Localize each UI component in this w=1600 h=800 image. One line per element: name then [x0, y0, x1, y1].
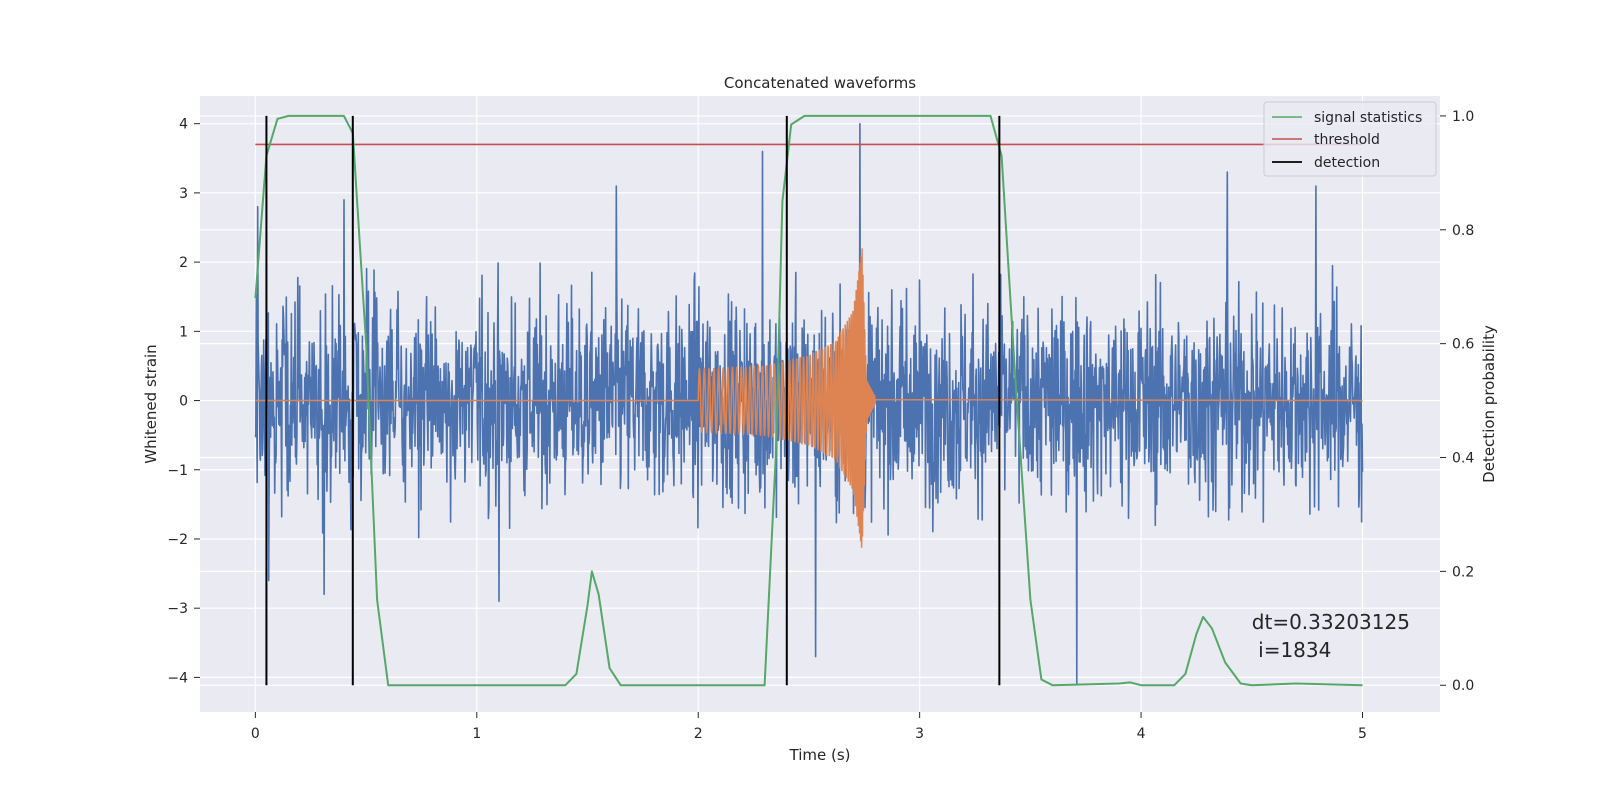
- y-tick-label: 1: [179, 324, 188, 340]
- y-tick-label: 3: [179, 186, 188, 202]
- y2-tick-label: 0.2: [1452, 564, 1474, 580]
- y2-tick-label: 0.6: [1452, 337, 1474, 353]
- x-tick-label: 3: [915, 726, 924, 742]
- y-tick-label: 0: [179, 394, 188, 410]
- y-tick-label: 4: [179, 117, 188, 133]
- right-tick-labels: 1.0 0.8 0.6 0.4 0.2 0.0: [1440, 109, 1474, 694]
- legend-box: [1263, 101, 1437, 177]
- x-tick-label: 2: [694, 726, 703, 742]
- y-tick-label: −3: [167, 601, 188, 617]
- annotation: dt=0.33203125 i=1834: [1252, 610, 1410, 662]
- x-axis-label: Time (s): [789, 746, 851, 764]
- legend-label-threshold: threshold: [1314, 132, 1380, 148]
- y-tick-label: 2: [179, 255, 188, 271]
- y-axis-label: Whitened strain: [142, 344, 160, 463]
- y-tick-label: −2: [167, 532, 188, 548]
- x-tick-label: 4: [1137, 726, 1146, 742]
- legend-label-signal-statistics: signal statistics: [1314, 110, 1422, 126]
- x-tick-label: 1: [472, 726, 481, 742]
- annotation-index: i=1834: [1252, 638, 1332, 662]
- y2-tick-label: 0.0: [1452, 678, 1474, 694]
- left-tick-labels: 4 3 2 1 0 −1 −2 −3 −4: [167, 117, 200, 686]
- x-tick-label: 5: [1358, 726, 1367, 742]
- y-tick-label: −1: [167, 463, 188, 479]
- y2-tick-label: 1.0: [1452, 109, 1474, 125]
- annotation-dt: dt=0.33203125: [1252, 610, 1410, 634]
- signal-statistics-line: [254, 114, 1363, 687]
- y-tick-label: −4: [167, 670, 188, 686]
- legend-label-detection: detection: [1314, 155, 1380, 171]
- y2-tick-label: 0.4: [1452, 451, 1474, 467]
- detection-overlay: [254, 114, 1363, 687]
- x-tick-labels: 0 1 2 3 4 5: [251, 712, 1367, 742]
- y2-axis-label: Detection probability: [1480, 325, 1498, 483]
- chart-title: Concatenated waveforms: [724, 74, 916, 92]
- legend: signal statistics threshold detection: [1263, 101, 1437, 177]
- x-tick-label: 0: [251, 726, 260, 742]
- y2-tick-label: 0.8: [1452, 223, 1474, 239]
